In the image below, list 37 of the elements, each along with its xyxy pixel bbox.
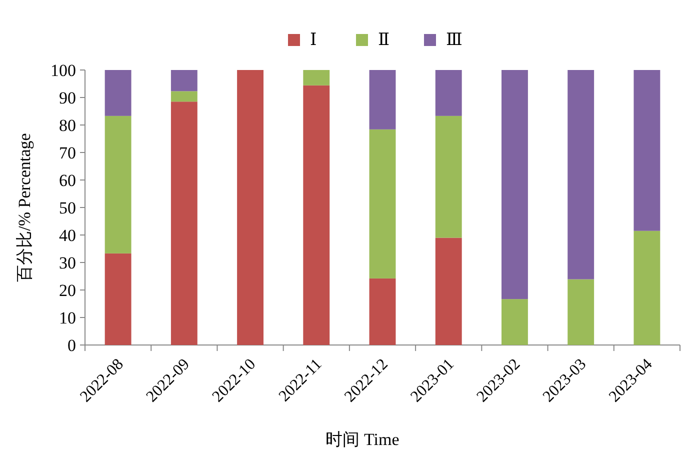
bar (303, 85, 330, 345)
y-tick-label: 50 (59, 198, 76, 218)
bar (104, 116, 132, 254)
bar (104, 253, 132, 345)
legend-label: Ⅱ (378, 30, 390, 49)
bar (435, 238, 462, 345)
legend-label: Ⅰ (310, 30, 317, 49)
y-tick-label: 60 (59, 171, 76, 190)
y-tick-label: 70 (59, 144, 76, 162)
bar (170, 91, 198, 102)
legend-label: Ⅲ (446, 30, 462, 49)
y-axis-title: 百分比/% Percentage (15, 133, 34, 282)
y-tick-label: 90 (59, 88, 76, 108)
bar (104, 70, 132, 116)
bar (369, 70, 396, 130)
bar (369, 278, 396, 345)
bar (568, 279, 594, 345)
bar (170, 102, 198, 345)
bar (369, 129, 396, 278)
y-tick-label: 100 (50, 61, 76, 80)
y-tick-label: 0 (68, 336, 76, 355)
y-tick-label: 20 (59, 281, 76, 300)
bar (303, 70, 330, 86)
bar (502, 70, 528, 300)
bar (634, 230, 660, 345)
y-tick-label: 30 (59, 254, 76, 272)
y-tick-label: 80 (59, 116, 76, 135)
bar (170, 70, 198, 92)
y-tick-label: 10 (59, 308, 76, 328)
bar (502, 299, 528, 345)
bar (237, 70, 264, 345)
bar (435, 116, 462, 238)
y-tick-label: 40 (59, 226, 76, 245)
bar (568, 70, 594, 280)
x-axis-title: 时间 Time (326, 430, 400, 449)
bar (634, 70, 660, 231)
bar (435, 70, 462, 116)
